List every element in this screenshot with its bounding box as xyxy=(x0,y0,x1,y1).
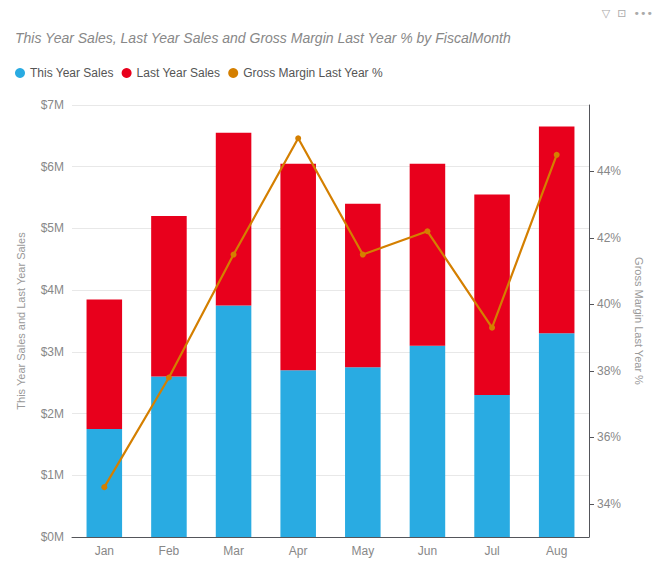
svg-text:$0M: $0M xyxy=(41,530,64,544)
svg-text:$5M: $5M xyxy=(41,221,64,235)
svg-text:Gross Margin Last Year %: Gross Margin Last Year % xyxy=(633,257,645,385)
svg-text:$7M: $7M xyxy=(41,98,64,112)
svg-text:$2M: $2M xyxy=(41,407,64,421)
svg-text:$6M: $6M xyxy=(41,160,64,174)
svg-text:Apr: Apr xyxy=(289,544,308,558)
svg-text:34%: 34% xyxy=(597,497,621,511)
svg-text:Jan: Jan xyxy=(95,544,114,558)
svg-text:▽ ⊡ •••: ▽ ⊡ ••• xyxy=(602,7,653,20)
svg-text:44%: 44% xyxy=(597,164,621,178)
svg-text:36%: 36% xyxy=(597,430,621,444)
svg-text:38%: 38% xyxy=(597,364,621,378)
svg-text:40%: 40% xyxy=(597,297,621,311)
svg-text:$3M: $3M xyxy=(41,345,64,359)
svg-text:Jul: Jul xyxy=(484,544,499,558)
svg-text:Mar: Mar xyxy=(223,544,244,558)
svg-text:This Year Sales, Last Year Sal: This Year Sales, Last Year Sales and Gro… xyxy=(15,30,511,46)
svg-text:$1M: $1M xyxy=(41,468,64,482)
svg-text:This Year Sales and Last Year: This Year Sales and Last Year Sales xyxy=(15,232,27,410)
svg-text:This Year Sales: This Year Sales xyxy=(30,66,113,80)
svg-text:Feb: Feb xyxy=(159,544,180,558)
svg-text:Jun: Jun xyxy=(418,544,437,558)
svg-text:May: May xyxy=(351,544,374,558)
svg-text:42%: 42% xyxy=(597,231,621,245)
svg-text:Last Year Sales: Last Year Sales xyxy=(137,66,220,80)
svg-text:$4M: $4M xyxy=(41,283,64,297)
svg-text:Gross Margin Last Year %: Gross Margin Last Year % xyxy=(243,66,383,80)
svg-text:Aug: Aug xyxy=(546,544,567,558)
